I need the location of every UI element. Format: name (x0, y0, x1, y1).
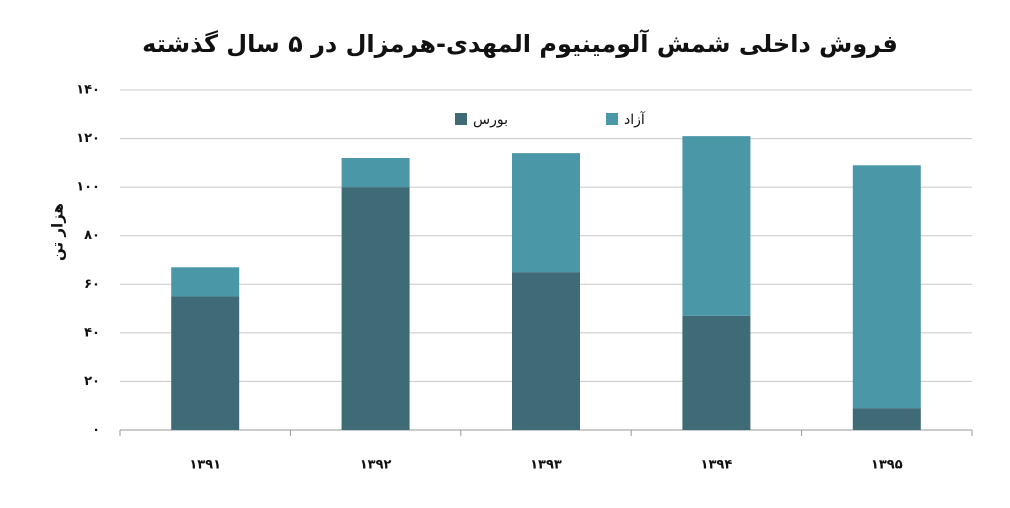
x-tick-label: ۱۳۹۴ (701, 458, 733, 473)
bar-segment (341, 187, 410, 430)
bar-segment (852, 165, 921, 409)
x-tick-label: ۱۳۹۳ (530, 458, 562, 473)
y-axis-label: هزار تن (49, 203, 67, 261)
bar-segment (341, 158, 410, 188)
legend-label: آزاد (624, 111, 646, 128)
bar-segment (852, 408, 921, 430)
y-tick-label: ۱۴۰ (76, 83, 100, 98)
x-tick-label: ۱۳۹۵ (871, 458, 903, 473)
bar-segment (171, 267, 240, 297)
x-tick-label: ۱۳۹۱ (189, 458, 221, 473)
y-tick-label: ۱۲۰ (76, 131, 100, 146)
y-tick-label: ۰ (92, 423, 100, 438)
legend-swatch (455, 113, 467, 125)
bar-segment (512, 272, 580, 430)
bar-segment (682, 315, 751, 430)
y-tick-label: ۸۰ (84, 228, 100, 243)
bar-segment (171, 296, 240, 430)
y-tick-label: ۱۰۰ (76, 180, 100, 195)
chart-title: فروش داخلی شمش آلومینیوم المهدی-هرمزال د… (142, 29, 898, 58)
legend-label: بورس (473, 112, 508, 128)
legend-swatch (606, 113, 618, 125)
bar-segment (682, 136, 751, 316)
y-tick-label: ۶۰ (84, 277, 100, 292)
x-tick-label: ۱۳۹۲ (360, 458, 392, 473)
bar-segment (512, 153, 580, 273)
y-tick-label: ۲۰ (84, 374, 100, 389)
y-tick-label: ۴۰ (84, 325, 100, 340)
